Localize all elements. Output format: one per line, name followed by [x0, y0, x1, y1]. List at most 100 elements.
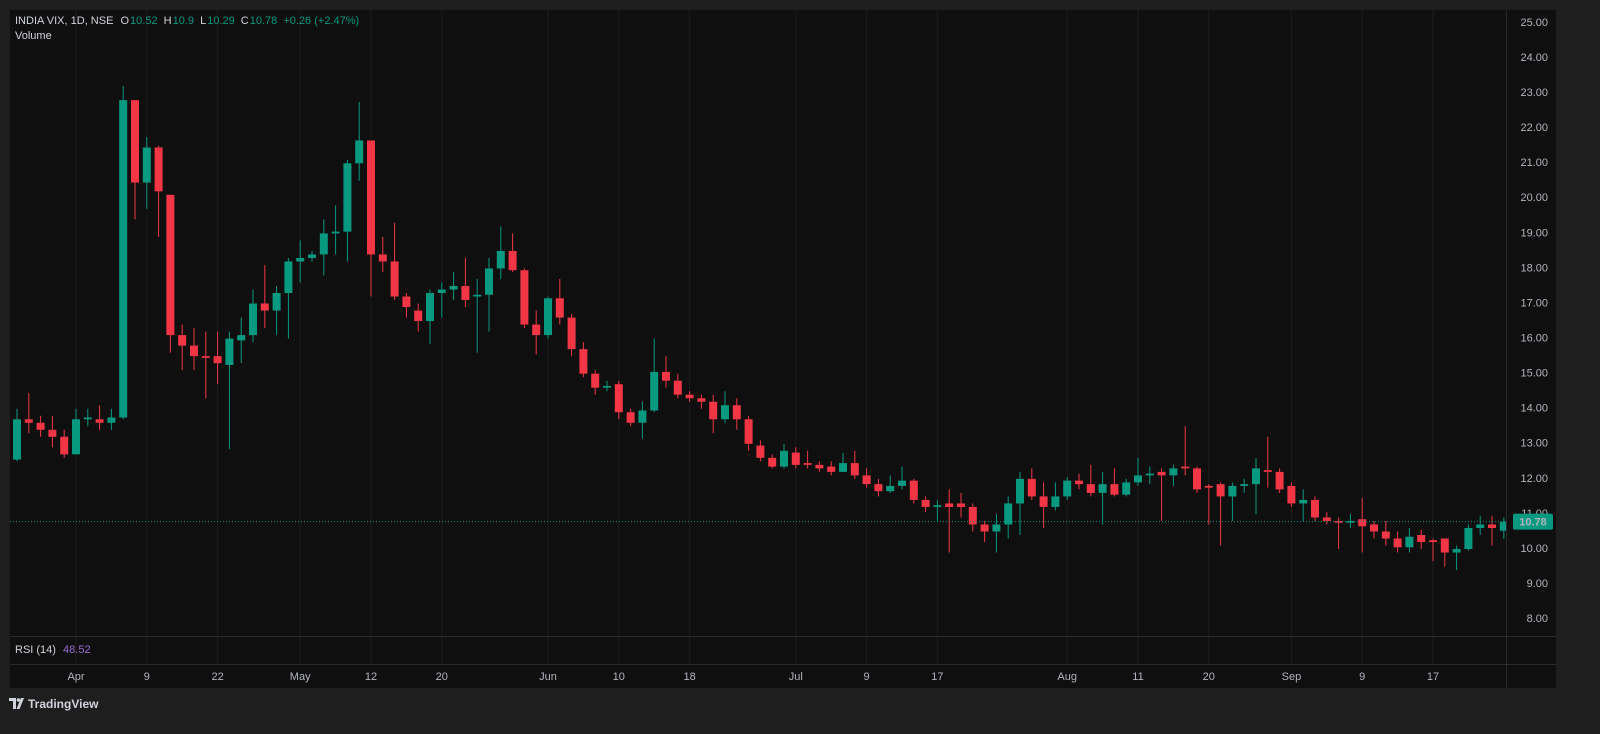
- candle-body: [449, 286, 458, 290]
- candle-body: [1417, 534, 1426, 543]
- candle-body: [131, 100, 139, 183]
- candle-body: [815, 464, 824, 469]
- x-tick-label: 9: [1359, 671, 1365, 683]
- y-tick-label: 17.00: [1520, 297, 1548, 309]
- candle-body: [1287, 485, 1296, 504]
- y-tick-label: 21.00: [1520, 157, 1548, 169]
- candle-body: [1405, 536, 1414, 548]
- y-tick-label: 23.00: [1520, 87, 1548, 99]
- candle-body: [1004, 503, 1013, 525]
- rsi-value: 48.52: [63, 644, 91, 656]
- candle-body: [721, 405, 729, 420]
- candle-body: [1358, 519, 1367, 527]
- candle-body: [473, 294, 482, 297]
- y-tick-label: 19.00: [1520, 227, 1548, 239]
- x-tick-label: 17: [931, 671, 943, 683]
- candle-body: [272, 293, 281, 311]
- candle-body: [13, 419, 21, 460]
- x-tick-label: 12: [365, 671, 377, 683]
- candle-body: [1110, 484, 1119, 495]
- candle-body: [827, 466, 836, 472]
- candle-body: [909, 480, 918, 500]
- volume-label[interactable]: Volume: [15, 30, 52, 42]
- candle-body: [1464, 527, 1473, 550]
- candle-body: [520, 270, 529, 325]
- rsi-legend: RSI (14) 48.52: [15, 644, 95, 656]
- candle-body: [1039, 496, 1048, 507]
- candle-body: [685, 394, 694, 399]
- candle-body: [225, 338, 234, 365]
- candle-body: [874, 484, 883, 492]
- candle-body: [1322, 517, 1331, 521]
- y-tick-label: 25.00: [1520, 17, 1548, 29]
- x-tick-label: Aug: [1057, 671, 1077, 683]
- ohlc-value: 10.29: [207, 15, 235, 27]
- y-tick-label: 24.00: [1520, 52, 1548, 64]
- candle-body: [1381, 531, 1390, 539]
- candle-body: [1145, 473, 1154, 476]
- candle-body: [426, 293, 434, 322]
- ohlc-key: C: [240, 15, 249, 27]
- change: +0.26 (+2.47%): [283, 15, 360, 27]
- candle-body: [485, 268, 493, 295]
- candle-body: [1193, 468, 1201, 490]
- y-tick-label: 15.00: [1520, 368, 1548, 380]
- candle-body: [142, 147, 151, 183]
- symbol: INDIA VIX, 1D, NSE: [15, 15, 114, 27]
- y-tick-label: 9.00: [1527, 578, 1548, 590]
- ohlc-key: O: [120, 15, 130, 27]
- candle-body: [461, 286, 470, 301]
- candle-body: [638, 410, 647, 423]
- legend: INDIA VIX, 1D, NSE O10.52 H10.9 L10.29 C…: [15, 15, 362, 27]
- candle-body: [1311, 499, 1319, 518]
- x-tick-label: 20: [1203, 671, 1215, 683]
- candle-body: [166, 194, 175, 336]
- candle-body: [331, 231, 340, 234]
- candle-body: [709, 401, 718, 420]
- brand[interactable]: TradingView: [28, 697, 99, 711]
- candle-body: [650, 371, 659, 411]
- candle-body: [1122, 482, 1131, 495]
- y-tick-label: 14.00: [1520, 403, 1548, 415]
- rsi-label[interactable]: RSI (14): [15, 644, 56, 656]
- candle-body: [119, 100, 128, 418]
- candle-body: [60, 436, 69, 455]
- axes: 8.009.0010.0011.0012.0013.0014.0015.0016…: [10, 10, 1556, 688]
- candle-body: [1027, 478, 1036, 497]
- last-price-tag: [1513, 513, 1553, 530]
- ohlc-key: H: [163, 15, 172, 27]
- candle-body: [496, 250, 505, 269]
- x-tick-label: 20: [436, 671, 448, 683]
- candle-body: [95, 419, 104, 423]
- candle-body: [1098, 484, 1107, 493]
- candle-body: [1393, 538, 1402, 548]
- candle-body: [544, 298, 552, 336]
- y-tick-label: 12.00: [1520, 473, 1548, 485]
- candle-body: [532, 324, 541, 336]
- candle-body: [402, 296, 411, 308]
- candle-body: [673, 380, 682, 395]
- candle-body: [921, 499, 930, 507]
- candle-body: [1134, 475, 1142, 483]
- candle-body: [378, 254, 387, 262]
- price-pane: [10, 10, 1506, 636]
- candle-body: [260, 303, 269, 311]
- x-tick-label: 17: [1427, 671, 1439, 683]
- candle-body: [1429, 540, 1437, 543]
- candle-body: [414, 310, 423, 322]
- candle-body: [791, 452, 800, 465]
- candle-body: [508, 250, 517, 271]
- x-tick-label: Jul: [789, 671, 803, 683]
- y-tick-label: 22.00: [1520, 122, 1548, 134]
- candle-body: [1228, 485, 1237, 497]
- candle-body: [626, 412, 635, 423]
- candle-body: [1263, 470, 1272, 472]
- x-tick-label: 9: [144, 671, 150, 683]
- candle-body: [567, 317, 576, 350]
- x-tick-label: 11: [1132, 671, 1143, 683]
- candle-body: [603, 385, 611, 388]
- candle-body: [1075, 480, 1083, 485]
- y-tick-label: 10.00: [1520, 543, 1548, 555]
- candle-body: [850, 463, 859, 476]
